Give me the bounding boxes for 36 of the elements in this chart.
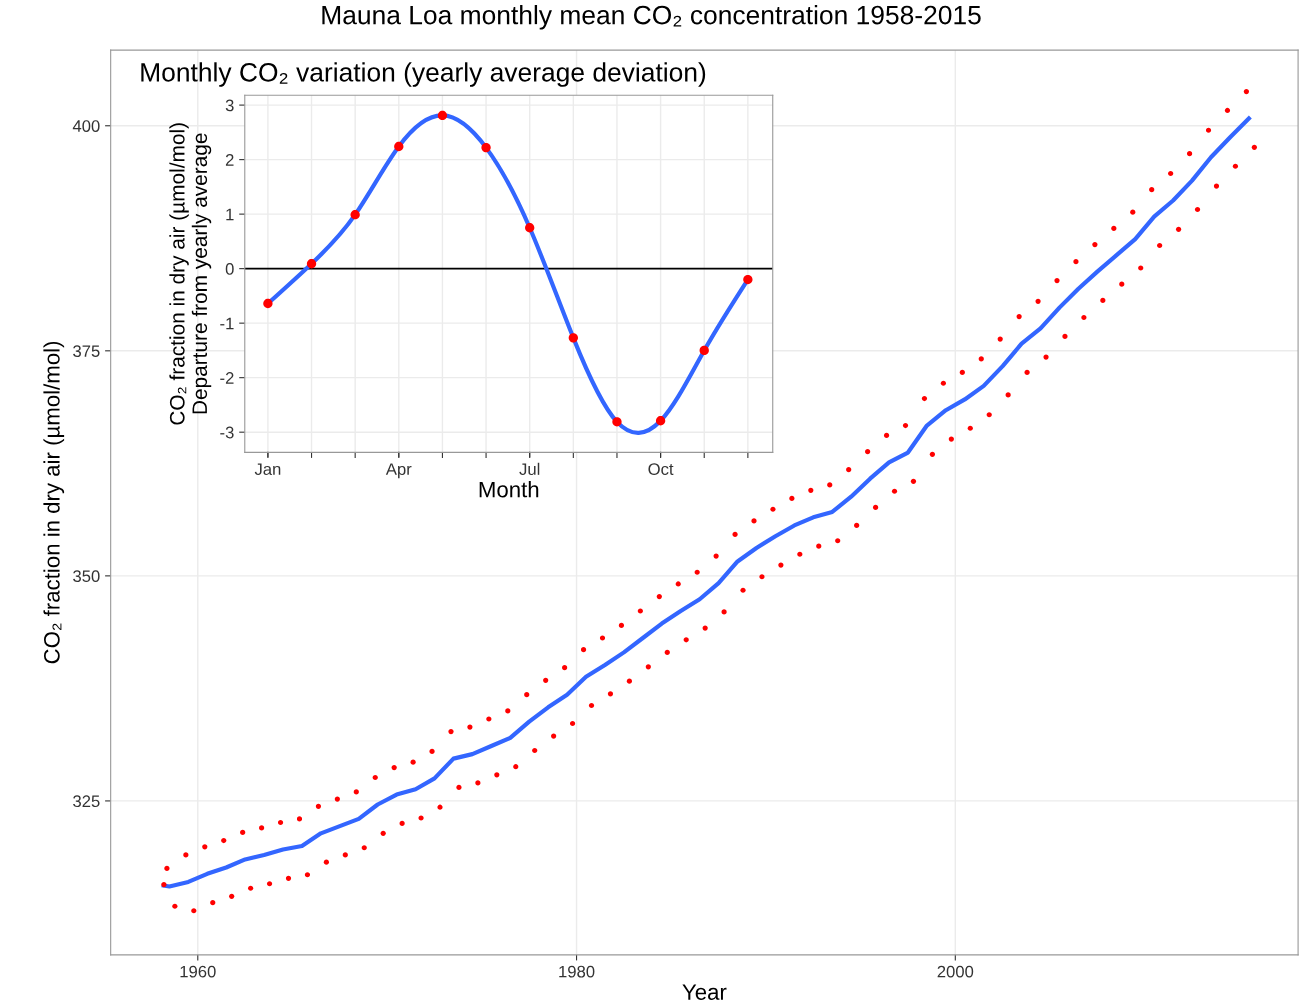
y-tick-label: 2 [225, 154, 234, 166]
y-axis-title: CO₂ fraction in dry air (µmol/mol) Departure from yearly average [169, 123, 212, 425]
y-axis-title: CO₂ fraction in dry air (µmol/mol) [43, 341, 65, 664]
x-axis-title: Month [479, 481, 539, 498]
point [612, 417, 622, 427]
x-tick-label: 1960 [180, 965, 216, 978]
y-tick-label: 400 [72, 120, 100, 132]
x-tick-label: 2000 [937, 965, 974, 978]
point [525, 223, 535, 233]
x-axis-title: Year [682, 984, 727, 1000]
point [655, 416, 666, 426]
y-tick-label: 0 [225, 263, 234, 275]
point [699, 345, 709, 356]
y-tick-label: 375 [73, 345, 100, 358]
chart-title: Mauna Loa monthly mean CO₂ concentration 1958-2015 [322, 5, 981, 30]
y-tick-label: -2 [220, 372, 234, 384]
x-tick-label: Apr [385, 463, 412, 479]
x-tick-label: 1980 [559, 965, 595, 978]
y-tick-label: 1 [226, 208, 234, 221]
point [437, 110, 448, 121]
point [481, 142, 491, 153]
point [263, 298, 273, 309]
y-tick-label: -1 [220, 317, 234, 330]
point [306, 259, 317, 269]
y-tick-label: -3 [220, 426, 234, 439]
point [743, 274, 753, 285]
y-tick-label: 325 [73, 795, 100, 808]
point [394, 141, 404, 152]
chart-title: Monthly CO₂ variation (yearly average deviation) [141, 62, 706, 87]
point [568, 333, 578, 343]
x-tick-label: Oct [648, 463, 674, 476]
point [350, 210, 360, 220]
y-tick-label: 350 [73, 570, 100, 583]
y-tick-label: 3 [225, 99, 234, 112]
x-tick-label: Jul [519, 462, 540, 476]
x-tick-label: Jan [254, 463, 281, 476]
